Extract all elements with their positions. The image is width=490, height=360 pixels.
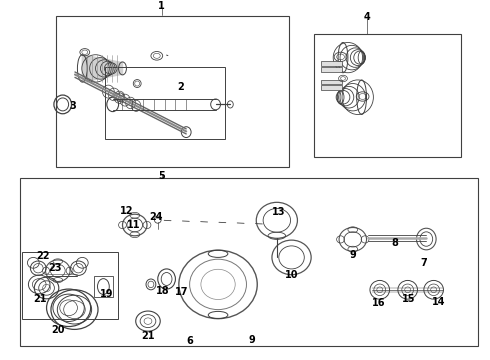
Text: 24: 24 <box>149 212 163 222</box>
Text: 15: 15 <box>402 294 416 304</box>
Bar <box>56 16 289 167</box>
Bar <box>321 80 342 84</box>
Bar <box>20 178 478 346</box>
Text: 14: 14 <box>432 297 445 307</box>
Text: 6: 6 <box>187 336 194 346</box>
Bar <box>22 252 118 319</box>
Text: 21: 21 <box>33 294 47 304</box>
Bar <box>321 67 342 72</box>
Text: 17: 17 <box>174 287 188 297</box>
Text: 12: 12 <box>120 206 133 216</box>
Text: 9: 9 <box>249 335 256 345</box>
Text: 13: 13 <box>271 207 285 217</box>
Bar <box>314 34 461 157</box>
Text: 19: 19 <box>100 289 114 300</box>
Bar <box>94 276 113 297</box>
Text: 5: 5 <box>158 171 165 181</box>
Text: 22: 22 <box>36 251 50 261</box>
Text: 11: 11 <box>126 220 140 230</box>
Text: 16: 16 <box>371 298 385 308</box>
Text: 2: 2 <box>177 82 184 92</box>
Text: 18: 18 <box>156 286 170 296</box>
Text: 3: 3 <box>69 101 76 111</box>
Text: 1: 1 <box>158 1 165 12</box>
Bar <box>105 67 225 139</box>
Text: 4: 4 <box>363 12 370 22</box>
Bar <box>321 61 342 66</box>
Text: 9: 9 <box>349 249 356 260</box>
Text: 21: 21 <box>141 330 155 341</box>
Text: 23: 23 <box>48 263 62 273</box>
Text: 7: 7 <box>420 258 427 268</box>
Text: 8: 8 <box>391 238 398 248</box>
Polygon shape <box>82 55 122 82</box>
Bar <box>321 85 342 90</box>
Text: 10: 10 <box>285 270 298 280</box>
Text: 20: 20 <box>51 325 65 336</box>
